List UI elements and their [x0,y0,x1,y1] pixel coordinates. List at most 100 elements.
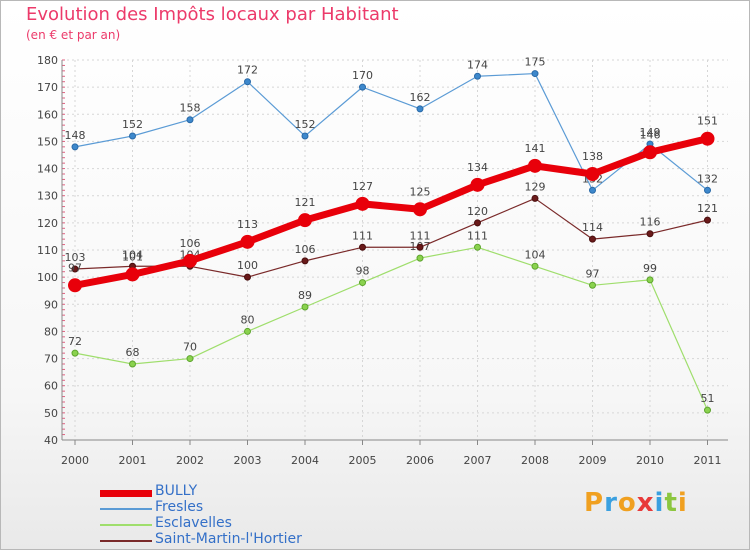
data-label-fresles: 172 [237,64,258,77]
x-tick-label: 2001 [119,454,147,467]
y-tick-label: 60 [44,380,58,393]
data-label-esclavelles: 98 [356,265,370,278]
legend-swatch [100,508,152,510]
data-label-saint-martin-l-hortier: 111 [410,229,431,242]
data-label-saint-martin-l-hortier: 129 [525,180,546,193]
data-label-saint-martin-l-hortier: 120 [467,205,488,218]
y-tick-label: 80 [44,325,58,338]
legend-label: Esclavelles [155,515,232,531]
data-label-bully: 121 [295,196,316,209]
data-point-saint-martin-l-hortier [531,194,539,202]
legend-item: Saint-Martin-l'Hortier [100,531,360,548]
data-point-esclavelles [129,360,136,368]
legend: BULLY Fresles Esclavelles Saint-Martin-l'Ho… [100,483,360,548]
x-tick-label: 2009 [579,454,607,467]
data-point-saint-martin-l-hortier [416,243,424,251]
data-point-saint-martin-l-hortier [589,235,596,243]
series-line-esclavelles [74,246,709,411]
data-point-esclavelles [244,327,251,335]
data-point-bully [585,167,600,181]
data-label-esclavelles: 51 [701,392,715,405]
data-point-saint-martin-l-hortier [71,265,79,273]
data-label-bully: 101 [122,250,143,263]
data-point-fresles [531,70,539,78]
x-tick-label: 2004 [291,454,319,467]
data-label-bully: 113 [237,218,258,231]
legend-label: BULLY [155,483,198,499]
data-point-bully [68,278,82,293]
data-label-fresles: 174 [467,58,488,71]
logo-letter: t [664,488,678,518]
data-label-bully: 106 [180,237,201,250]
data-label-saint-martin-l-hortier: 103 [65,251,86,264]
data-point-saint-martin-l-hortier [646,230,654,238]
chart-subtitle: (en € et par an) [26,28,121,42]
y-tick-label: 110 [37,244,58,257]
y-tick-label: 100 [37,271,58,284]
data-point-esclavelles [646,276,654,284]
y-tick-label: 170 [37,81,58,94]
data-label-saint-martin-l-hortier: 116 [640,216,661,229]
data-label-fresles: 132 [697,172,718,185]
data-label-saint-martin-l-hortier: 106 [295,243,316,256]
x-tick-label: 2002 [176,454,204,467]
x-tick-label: 2010 [636,454,664,467]
data-label-esclavelles: 99 [643,262,657,275]
data-point-esclavelles [589,281,596,289]
data-label-bully: 146 [640,128,661,141]
data-label-esclavelles: 68 [126,346,140,359]
data-label-bully: 127 [352,180,373,193]
x-tick-label: 2011 [694,454,722,467]
data-point-fresles [704,186,711,194]
logo-letter: P [584,488,605,518]
data-label-esclavelles: 104 [525,248,546,261]
data-label-fresles: 162 [410,91,431,104]
x-tick-label: 2005 [349,454,377,467]
data-label-fresles: 148 [65,129,86,142]
proxiti-logo: Proxiti [584,488,688,518]
y-tick-label: 50 [44,407,58,420]
data-label-fresles: 152 [295,118,316,131]
line-chart: 40 50 60 70 80 90 100 110 120 130 140 150 160 170 180 2… [37,54,728,467]
y-tick-label: 160 [37,108,58,121]
data-label-bully: 97 [68,261,82,274]
logo-letter: o [617,488,637,518]
data-point-esclavelles [474,243,481,251]
legend-swatch [100,524,152,526]
data-label-saint-martin-l-hortier: 100 [237,259,258,272]
data-point-bully [240,234,255,249]
data-point-fresles [129,132,136,140]
x-tick-label: 2008 [521,454,549,467]
data-point-fresles [186,116,194,124]
data-point-bully [298,213,312,228]
legend-label: Fresles [155,499,204,515]
data-label-saint-martin-l-hortier: 114 [582,221,603,234]
data-point-bully [643,145,657,160]
data-label-bully: 134 [467,161,488,174]
data-label-bully: 151 [697,115,718,128]
data-point-fresles [416,105,424,113]
chart-title: Evolution des Impôts locaux par Habitant [26,4,399,25]
data-point-esclavelles [186,355,194,363]
legend-item: Fresles [100,499,360,516]
data-label-esclavelles: 72 [68,335,82,348]
legend-item: BULLY [100,483,360,500]
data-label-fresles: 149 [640,126,661,139]
data-point-bully [528,158,542,173]
data-point-esclavelles [359,279,366,287]
data-point-esclavelles [71,349,79,357]
data-point-fresles [589,186,596,194]
x-tick-label: 2003 [234,454,262,467]
data-label-bully: 125 [410,185,431,198]
y-tick-label: 70 [44,353,58,366]
y-tick-label: 180 [37,54,58,67]
data-label-bully: 141 [525,142,546,155]
data-point-fresles [244,78,251,86]
x-tick-label: 2007 [464,454,492,467]
data-point-fresles [301,132,309,140]
data-label-saint-martin-l-hortier: 104 [122,248,143,261]
y-tick-label: 150 [37,135,58,148]
data-point-fresles [474,72,481,80]
data-point-esclavelles [416,254,424,262]
logo-letter: i [654,488,665,518]
